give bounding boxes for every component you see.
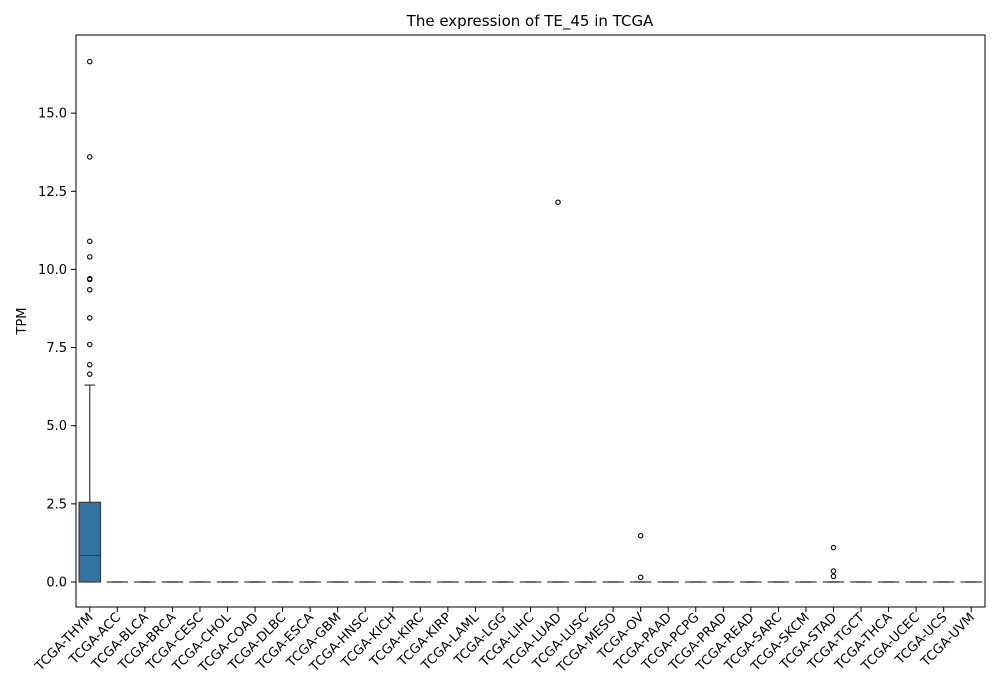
outlier-point (637, 574, 644, 581)
y-tick-label: 12.5 (38, 185, 67, 200)
y-tick-label: 2.5 (46, 497, 67, 512)
axes-frame (75, 34, 986, 608)
box-tcga-luad (547, 199, 569, 583)
box-tcga-stad (822, 544, 845, 583)
outlier-point (87, 286, 93, 293)
outlier-point (87, 154, 93, 160)
outlier-point (87, 362, 93, 368)
y-axis: 0.0 2.5 5.0 7.5 10.0 12.5 15.0 (38, 107, 76, 590)
outlier-point (830, 573, 837, 580)
outlier-point (637, 532, 644, 539)
outlier-point (87, 58, 93, 65)
x-axis: TCGA-THYMTCGA-ACCTCGA-BLCATCGA-BRCATCGA-… (32, 607, 978, 676)
outlier-point (830, 544, 837, 551)
box-tcga-ov (629, 532, 652, 583)
outlier-point (87, 276, 93, 283)
outlier-point (555, 199, 561, 205)
y-tick-label: 15.0 (38, 107, 67, 122)
outlier-point (87, 341, 93, 348)
y-axis-label: TPM (15, 308, 30, 336)
outlier-point (830, 568, 837, 574)
box-body (78, 501, 102, 583)
box-tcga-thym (78, 58, 102, 583)
y-tick-label: 10.0 (38, 263, 67, 278)
outlier-point (87, 238, 93, 245)
y-tick-label: 0.0 (46, 575, 67, 590)
y-tick-label: 5.0 (46, 419, 67, 434)
chart-title: The expression of TE_45 in TCGA (406, 12, 654, 31)
outlier-point (87, 371, 93, 377)
outlier-point (87, 254, 93, 260)
outlier-point (87, 315, 93, 321)
plot-area (78, 58, 982, 583)
y-tick-label: 7.5 (46, 341, 67, 356)
